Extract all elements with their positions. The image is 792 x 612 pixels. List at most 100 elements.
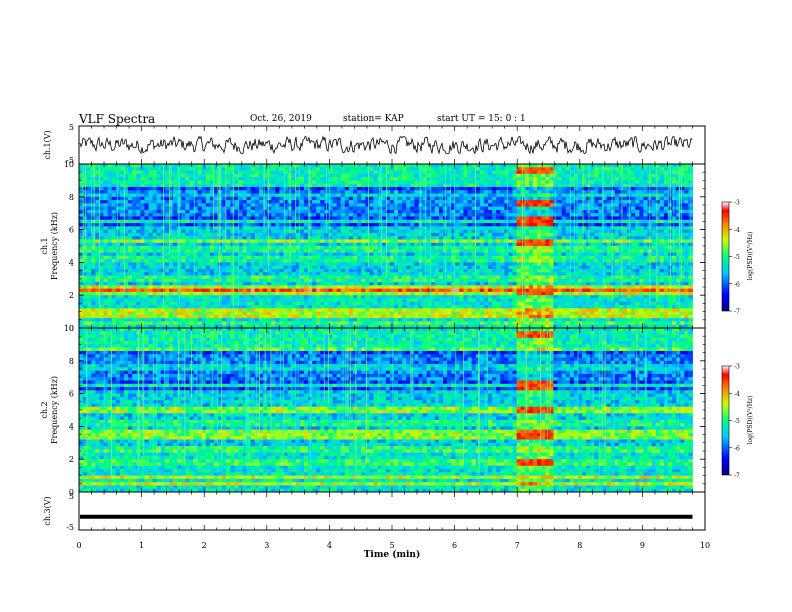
spectrogram-cell xyxy=(132,190,137,194)
spectrogram-cell xyxy=(107,249,113,253)
spectrogram-cell xyxy=(218,262,223,267)
spectrogram-cell xyxy=(406,239,411,244)
spectrogram-cell xyxy=(361,242,366,247)
spectrogram-cell xyxy=(520,196,526,201)
spectrogram-cell xyxy=(361,186,366,191)
spectrogram-cell xyxy=(99,216,104,221)
spectrogram-cell xyxy=(422,213,428,217)
spectrogram-cell xyxy=(320,186,325,191)
spectrogram-cell xyxy=(328,190,333,194)
spectrogram-cell xyxy=(504,193,509,198)
spectrogram-cell xyxy=(381,259,387,263)
spectrogram-cell xyxy=(283,170,288,175)
spectrogram-cell xyxy=(226,265,231,270)
spectrogram-cell xyxy=(635,170,640,175)
spectrogram-cell xyxy=(299,206,305,211)
spectrogram-cell xyxy=(659,196,665,201)
spectrogram-cell xyxy=(672,193,677,198)
spectrogram-cell xyxy=(414,226,419,230)
spectrogram-cell xyxy=(111,200,117,204)
spectrogram-cell xyxy=(246,246,252,250)
spectrogram-cell xyxy=(128,203,133,208)
spectrogram-cell xyxy=(639,265,644,270)
spectrogram-cell xyxy=(582,223,587,227)
spectrogram-cell xyxy=(95,170,100,175)
spectrogram-cell xyxy=(569,216,575,221)
spectrogram-cell xyxy=(594,177,599,181)
spectrogram-cell xyxy=(156,249,162,253)
spectrogram-cell xyxy=(447,186,452,191)
spectrogram-cell xyxy=(410,206,415,211)
spectrogram-cell xyxy=(205,239,211,244)
spectrogram-cell xyxy=(365,252,370,257)
spectrogram-cell xyxy=(406,190,411,194)
spectrogram-cell xyxy=(663,200,669,204)
spectrogram-cell xyxy=(271,242,276,247)
spectrogram-cell xyxy=(344,216,350,221)
spectrogram-cell xyxy=(524,216,530,221)
spectrogram-cell xyxy=(242,265,248,270)
spectrogram-cell xyxy=(357,183,362,188)
spectrogram-cell xyxy=(672,259,677,263)
spectrogram-cell xyxy=(385,167,391,171)
spectrogram-cell xyxy=(173,246,178,250)
spectrogram-cell xyxy=(119,219,125,224)
spectrogram-cell xyxy=(332,167,338,171)
spectrogram-cell xyxy=(201,262,207,267)
spectrogram-cell xyxy=(201,193,207,198)
spectrogram-cell xyxy=(119,206,125,211)
spectrogram-cell xyxy=(250,177,256,181)
spectrogram-cell xyxy=(295,252,301,257)
spectrogram-cell xyxy=(185,167,190,171)
spectrogram-cell xyxy=(197,262,203,267)
spectrogram-cell xyxy=(103,268,109,273)
spectrogram-cell xyxy=(222,265,227,270)
spectrogram-cell xyxy=(582,190,587,194)
spectrogram-cell xyxy=(622,173,628,178)
spectrogram-cell xyxy=(684,239,689,244)
spectrogram-cell xyxy=(549,249,554,253)
spectrogram-cell xyxy=(504,206,509,211)
spectrogram-cell xyxy=(455,226,460,230)
spectrogram-cell xyxy=(459,167,464,171)
spectrogram-cell xyxy=(283,226,288,230)
spectrogram-cell xyxy=(168,249,174,253)
spectrogram-cell xyxy=(385,186,391,191)
spectrogram-cell xyxy=(467,200,473,204)
spectrogram-cell xyxy=(115,262,121,267)
spectrogram-cell xyxy=(353,223,358,227)
spectrogram-cell xyxy=(430,180,436,185)
spectrogram-cell xyxy=(487,239,493,244)
spectrogram-cell xyxy=(610,259,616,263)
spectrogram-cell xyxy=(283,219,288,224)
spectrogram-cell xyxy=(353,183,358,188)
spectrogram-cell xyxy=(602,209,607,214)
spectrogram-cell xyxy=(271,190,276,194)
spectrogram-cell xyxy=(181,206,186,211)
spectrogram-cell xyxy=(406,232,411,237)
spectrogram-cell xyxy=(524,173,530,178)
spectrogram-cell xyxy=(205,265,211,270)
spectrogram-cell xyxy=(328,252,333,257)
spectrogram-cell xyxy=(361,209,366,214)
spectrogram-cell xyxy=(123,209,129,214)
spectrogram-cell xyxy=(156,255,162,260)
spectrogram-cell xyxy=(672,236,677,240)
spectrogram-cell xyxy=(528,223,534,227)
spectrogram-cell xyxy=(119,259,125,263)
spectrogram-cell xyxy=(238,219,243,224)
spectrogram-cell xyxy=(471,262,477,267)
spectrogram-cell xyxy=(406,164,411,168)
spectrogram-cell xyxy=(643,255,648,260)
spectrogram-cell xyxy=(655,232,661,237)
spectrogram-cell xyxy=(267,223,272,227)
spectrogram-cell xyxy=(573,255,579,260)
spectrogram-cell xyxy=(557,180,562,185)
spectrogram-cell xyxy=(467,252,473,257)
spectrogram-cell xyxy=(291,226,297,230)
spectrogram-cell xyxy=(369,173,374,178)
spectrogram-cell xyxy=(451,183,456,188)
spectrogram-cell xyxy=(91,239,96,244)
spectrogram-cell xyxy=(545,259,550,263)
spectrogram-cell xyxy=(320,216,325,221)
